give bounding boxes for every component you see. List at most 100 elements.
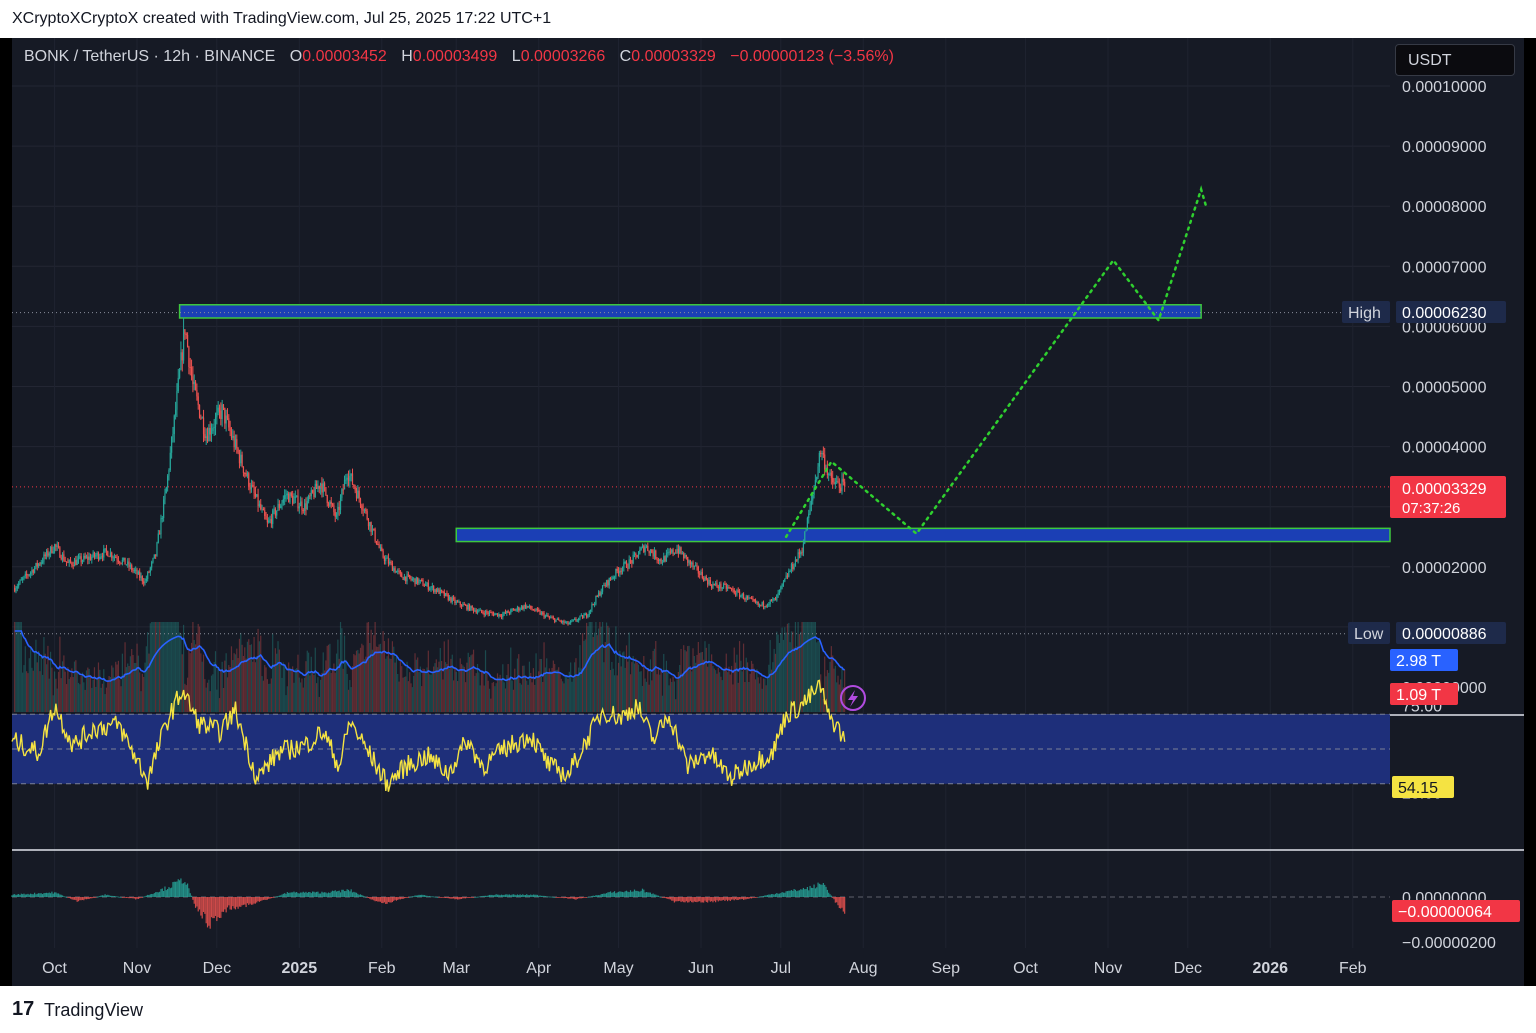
macd-bar [464, 897, 467, 899]
candle-body [494, 613, 496, 616]
candle-body [814, 480, 816, 489]
candle-body [139, 571, 141, 578]
candle-body [723, 583, 725, 588]
macd-bar [550, 896, 552, 898]
candle-body [490, 612, 492, 614]
macd-bar [64, 896, 66, 898]
macd-bar [746, 897, 749, 899]
macd-bar [93, 897, 96, 898]
macd-bar [269, 897, 271, 899]
candle-body [504, 612, 507, 614]
volume-bar [530, 672, 532, 712]
volume-bar [616, 675, 618, 712]
macd-bar [296, 891, 298, 897]
volume-bar [385, 658, 387, 712]
macd-bar [48, 892, 50, 897]
macd-bar [761, 896, 763, 897]
macd-bar [774, 893, 777, 897]
candle-body [387, 557, 390, 564]
candle-body [366, 511, 368, 520]
volume-bar [438, 661, 440, 712]
volume-bar [711, 654, 713, 712]
projection-path[interactable] [784, 185, 1208, 539]
macd-bar [752, 897, 754, 898]
candle-body [238, 452, 241, 464]
macd-bar [472, 897, 475, 898]
macd-bar [688, 897, 690, 903]
volume-bar [604, 642, 606, 712]
support-zone[interactable] [455, 527, 1391, 543]
candle-body [182, 329, 185, 361]
macd-bar [629, 890, 632, 897]
macd-bar [34, 892, 36, 897]
macd-bar [840, 897, 842, 909]
macd-bar [181, 883, 183, 897]
candle-body [93, 552, 96, 557]
lightning-icon-ring[interactable] [840, 685, 866, 711]
macd-bar [625, 890, 628, 897]
lightning-icon[interactable] [840, 685, 866, 711]
symbol-label[interactable]: BONK / TetherUS · 12h · BINANCE [24, 48, 276, 65]
volume-bar [550, 671, 552, 712]
volume-bar [79, 684, 81, 712]
volume-bar [715, 670, 717, 712]
volume-bar [322, 652, 324, 712]
volume-bar [724, 667, 726, 712]
volume-bar [474, 675, 476, 712]
candle-body [534, 610, 536, 612]
currency-selector[interactable]: USDT [1395, 44, 1515, 76]
candle-body [115, 556, 117, 558]
candle-body [26, 573, 28, 576]
volume-bar [391, 641, 394, 712]
price-axis-tick: 0.00009000 [1402, 139, 1487, 156]
volume-bar [104, 694, 106, 712]
volume-bar [601, 622, 604, 712]
volume-ma-tag-bg [1390, 649, 1458, 671]
volume-bar [422, 668, 424, 712]
macd-bar [732, 897, 734, 900]
volume-bar [834, 665, 836, 712]
volume-bar [825, 676, 827, 712]
candle-body [32, 570, 34, 573]
candle-body [593, 604, 596, 606]
volume-bar [502, 664, 504, 712]
candle-body [782, 581, 785, 584]
macd-bar [484, 895, 487, 897]
volume-bar [753, 668, 755, 712]
macd-bar [359, 894, 362, 897]
macd-bar [188, 888, 190, 897]
candle-body [498, 614, 500, 617]
candle-body [445, 593, 447, 597]
macd-bar [375, 897, 378, 902]
resistance-zone[interactable] [178, 304, 1202, 319]
macd-bar [284, 893, 286, 897]
volume-bar [182, 624, 185, 712]
lightning-icon-bolt[interactable] [848, 690, 858, 707]
macd-bar [480, 896, 483, 897]
chart-panel[interactable] [12, 38, 1524, 986]
candle-body [719, 583, 721, 589]
volume-bar [293, 682, 295, 712]
macd-bar [133, 897, 135, 899]
candle-body [338, 506, 340, 510]
volume-bar [266, 679, 268, 712]
candle-body [124, 557, 126, 565]
candle-body [450, 597, 452, 602]
volume-bar [149, 623, 151, 712]
volume-bar [667, 672, 669, 712]
macd-bar [120, 897, 122, 898]
volume-bar [613, 675, 616, 712]
candle-body [155, 554, 157, 556]
macd-bar [515, 895, 517, 897]
macd-bar [656, 895, 658, 897]
candle-body [512, 609, 515, 611]
macd-bar [75, 897, 77, 901]
time-axis-tick: Dec [1174, 960, 1202, 977]
volume-bar [382, 631, 384, 712]
candle-body [500, 616, 503, 618]
volume-bar [216, 689, 218, 712]
time-axis-tick: May [603, 960, 633, 977]
candle-body [503, 612, 505, 615]
macd-bar [321, 891, 323, 897]
